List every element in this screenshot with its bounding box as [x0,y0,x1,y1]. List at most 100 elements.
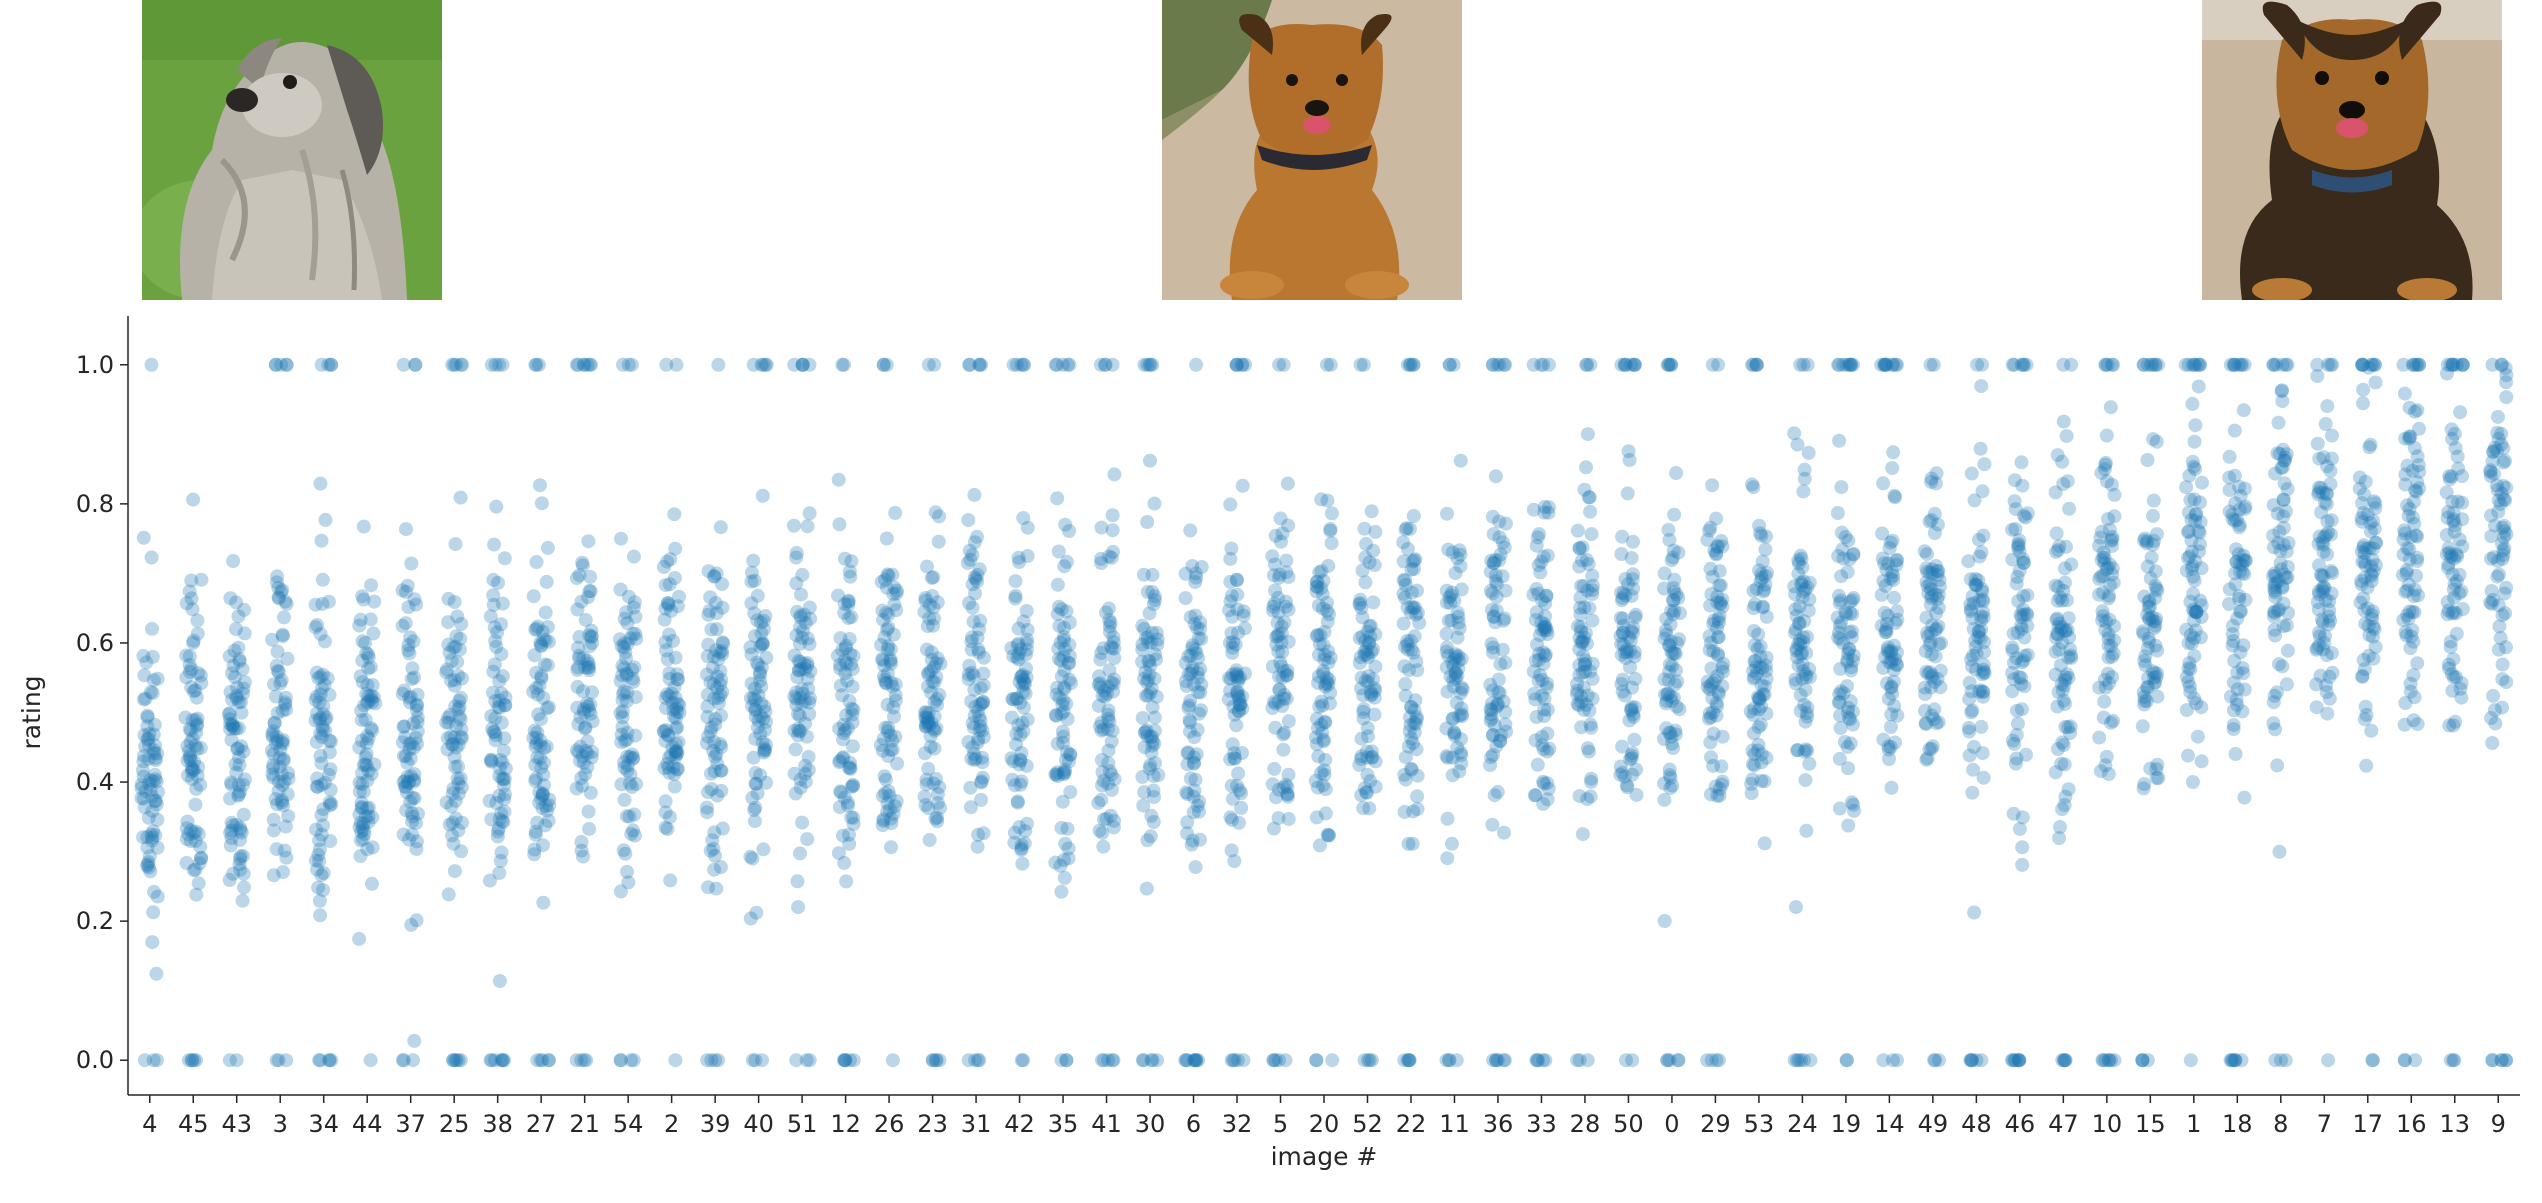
data-point [281,766,296,780]
data-point [487,1053,502,1068]
data-point [183,748,198,763]
data-point [2323,477,2338,492]
data-point [659,723,673,737]
data-point [359,747,374,762]
data-point [454,729,469,744]
data-point [617,760,632,775]
data-point [580,760,595,775]
data-point [143,782,158,797]
data-point [445,357,460,372]
thumbnail-black-and-tan-dog [2202,0,2502,300]
data-point [1317,647,1332,662]
data-point [1923,635,1938,650]
data-point [1410,789,1425,804]
data-point [410,724,425,739]
data-point [492,788,507,803]
data-point [534,669,549,684]
data-point [708,848,722,863]
data-point [145,804,160,819]
data-point [276,753,291,768]
data-point [409,842,424,856]
data-point [316,883,330,897]
data-point [711,1053,726,1068]
data-point [147,746,162,761]
data-point [1448,566,1463,581]
data-point [569,1053,584,1068]
data-point [318,712,333,727]
data-point [1842,552,1857,567]
data-point [707,735,722,750]
data-point [625,780,639,794]
data-point [1575,827,1590,842]
data-point [1451,661,1466,676]
data-point [312,695,327,710]
data-point [2181,748,2195,763]
data-point [227,643,242,658]
data-point [574,1053,589,1068]
data-point [498,698,512,713]
data-point [529,555,544,569]
data-point [2015,857,2030,872]
data-point [313,908,328,923]
data-point [1531,673,1546,688]
data-point [668,744,683,759]
data-point [185,1053,200,1068]
data-point [274,584,289,599]
data-point [614,531,628,546]
x-tick-label: 12 [830,1110,861,1138]
data-point [446,781,461,796]
data-point [361,650,376,665]
data-point [1886,445,1901,460]
data-point [237,675,252,690]
data-point [2056,477,2071,491]
data-point [846,779,861,794]
data-point [580,734,595,749]
data-point [2454,584,2469,599]
data-point [1363,618,1378,633]
data-point [483,753,498,768]
data-point [700,667,714,682]
data-point [662,666,677,681]
data-point [188,862,203,877]
data-point [746,553,761,568]
data-point [2274,1053,2288,1068]
data-point [440,731,455,746]
data-point [228,757,243,772]
data-point [1746,480,1761,495]
data-point [2352,470,2367,485]
data-point [2310,369,2325,383]
data-point [2060,623,2075,637]
data-point [1194,560,1209,574]
data-point [138,739,153,754]
data-point [2227,423,2242,438]
data-point [441,591,456,606]
data-point [1403,633,1418,648]
data-point [142,727,157,741]
data-point [454,844,469,859]
data-point [183,753,198,767]
data-point [922,832,937,847]
data-point [613,1053,628,1068]
data-point [279,850,294,865]
data-point [583,584,598,599]
data-point [1534,554,1549,569]
data-point [666,633,680,648]
data-point [613,582,628,597]
data-point [408,357,423,372]
data-point [363,1053,378,1068]
data-point [146,743,161,758]
data-point [624,826,639,841]
data-point [788,786,803,801]
data-point [754,626,769,641]
data-point [667,779,682,794]
data-point [451,759,466,774]
data-point [352,618,367,633]
data-point [576,357,591,372]
data-point [656,724,671,739]
data-point [974,357,989,372]
data-point [526,730,541,745]
data-point [146,1053,161,1068]
data-point [533,712,548,727]
data-point [572,651,587,666]
data-point [571,660,586,675]
